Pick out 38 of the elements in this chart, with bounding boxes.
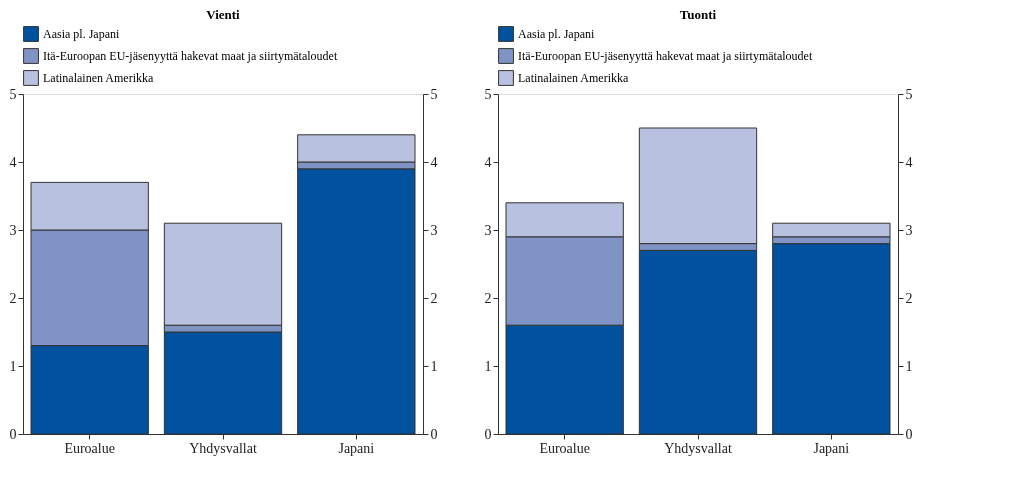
x-tick-label: Yhdysvallat	[189, 440, 257, 456]
x-tick-label: Japani	[338, 440, 375, 456]
y-tick-label: 1	[9, 358, 17, 374]
y2-tick-label: 4	[905, 154, 913, 170]
y2-tick-label: 0	[430, 426, 438, 442]
y-tick-label: 2	[9, 290, 17, 306]
y2-tick-label: 2	[905, 290, 913, 306]
legend-label: Aasia pl. Japani	[43, 27, 120, 41]
y2-tick-label: 5	[905, 86, 913, 102]
x-tick-label: Yhdysvallat	[664, 440, 732, 456]
y2-tick-label: 1	[430, 358, 438, 374]
y-tick-label: 3	[484, 222, 492, 238]
y-tick-label: 5	[9, 86, 17, 102]
y2-tick-label: 5	[430, 86, 438, 102]
y-tick-label: 0	[484, 426, 492, 442]
y2-tick-label: 3	[430, 222, 438, 238]
y-tick-label: 0	[9, 426, 17, 442]
y2-tick-label: 3	[905, 222, 913, 238]
y-tick-label: 4	[484, 154, 492, 170]
y-tick-label: 1	[484, 358, 492, 374]
chart-title: Tuonti	[679, 7, 717, 22]
x-tick-label: Euroalue	[64, 440, 115, 456]
legend-label: Aasia pl. Japani	[518, 27, 595, 41]
legend-label: Itä-Euroopan EU-jäsenyyttä hakevat maat ja siirtymätaloudet	[43, 49, 338, 63]
legend-label: Latinalainen Amerikka	[43, 71, 154, 85]
y2-tick-label: 4	[430, 154, 438, 170]
chart-title: Vienti	[206, 7, 241, 22]
y-tick-label: 4	[9, 154, 17, 170]
x-tick-label: Euroalue	[539, 440, 590, 456]
y-tick-label: 3	[9, 222, 17, 238]
y2-tick-label: 0	[905, 426, 913, 442]
y-tick-label: 2	[484, 290, 492, 306]
legend-label: Latinalainen Amerikka	[518, 71, 629, 85]
y2-tick-label: 2	[430, 290, 438, 306]
legend-label: Itä-Euroopan EU-jäsenyyttä hakevat maat ja siirtymätaloudet	[518, 49, 813, 63]
x-tick-label: Japani	[813, 440, 850, 456]
y-tick-label: 5	[484, 86, 492, 102]
y2-tick-label: 1	[905, 358, 913, 374]
